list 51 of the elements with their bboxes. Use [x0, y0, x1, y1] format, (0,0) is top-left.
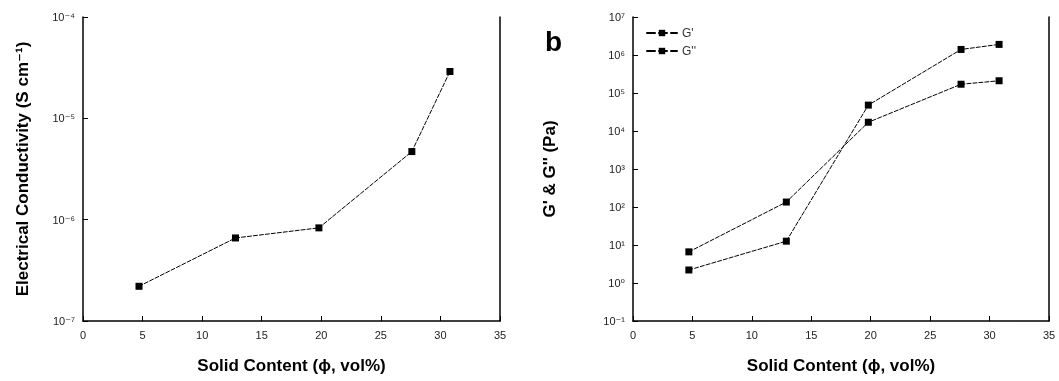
- point: [408, 148, 416, 156]
- point: [685, 266, 693, 274]
- y-tick-label: 10⁶: [608, 49, 625, 61]
- y-tick-label: 10⁷: [608, 11, 626, 23]
- x-tick-label: 30: [434, 328, 447, 341]
- y-tick-label: 10⁻⁴: [52, 11, 76, 23]
- point: [957, 80, 965, 88]
- x-tick-label: 10: [745, 328, 758, 341]
- chart-title: b: [545, 25, 563, 57]
- legend-label: G'': [682, 44, 696, 58]
- y-tick-label: 10⁻¹: [603, 315, 626, 327]
- x-tick-label: 5: [139, 328, 146, 341]
- x-tick-label: 35: [493, 328, 507, 341]
- point: [446, 67, 454, 75]
- y-tick-label: 10²: [609, 201, 626, 213]
- x-axis-title: Solid Content (ϕ, vol%): [197, 356, 386, 375]
- x-tick-label: 15: [255, 328, 268, 341]
- y-tick-label: 10⁻⁵: [52, 112, 75, 125]
- x-tick-label: 25: [924, 328, 937, 341]
- x-tick-label: 20: [315, 328, 328, 341]
- x-tick-label: 5: [689, 328, 696, 341]
- y-tick-label: 10⁻⁶: [52, 213, 75, 226]
- y-tick-label: 10⁴: [608, 125, 626, 137]
- point: [232, 234, 239, 242]
- x-tick-label: 35: [1042, 328, 1056, 341]
- x-tick-label: 15: [805, 328, 818, 341]
- legend-label: G': [682, 26, 694, 40]
- point: [995, 77, 1003, 85]
- x-tick-label: 30: [983, 328, 996, 341]
- y-tick-label: 10³: [609, 163, 626, 175]
- point: [315, 224, 323, 232]
- point: [135, 282, 143, 290]
- y-axis-title: Electrical Conductivity (S cm⁻¹): [13, 41, 32, 297]
- y-tick-label: 10⁰: [608, 277, 626, 289]
- y-tick-label: 10⁵: [608, 87, 625, 99]
- x-tick-label: 10: [196, 328, 209, 341]
- point: [782, 198, 790, 206]
- point: [782, 237, 790, 245]
- point: [957, 45, 965, 53]
- x-tick-label: 25: [374, 328, 387, 341]
- point: [864, 101, 872, 109]
- x-tick-label: 20: [864, 328, 877, 341]
- x-axis-title: Solid Content (ϕ, vol%): [746, 356, 936, 375]
- point: [995, 40, 1003, 48]
- y-tick-label: 10¹: [609, 239, 626, 251]
- y-axis-title: G' & G'' (Pa): [540, 120, 559, 218]
- x-tick-label: 0: [629, 328, 637, 341]
- y-tick-label: 10⁻⁷: [52, 315, 76, 327]
- point: [685, 248, 693, 256]
- x-tick-label: 0: [79, 328, 87, 341]
- point: [864, 118, 872, 126]
